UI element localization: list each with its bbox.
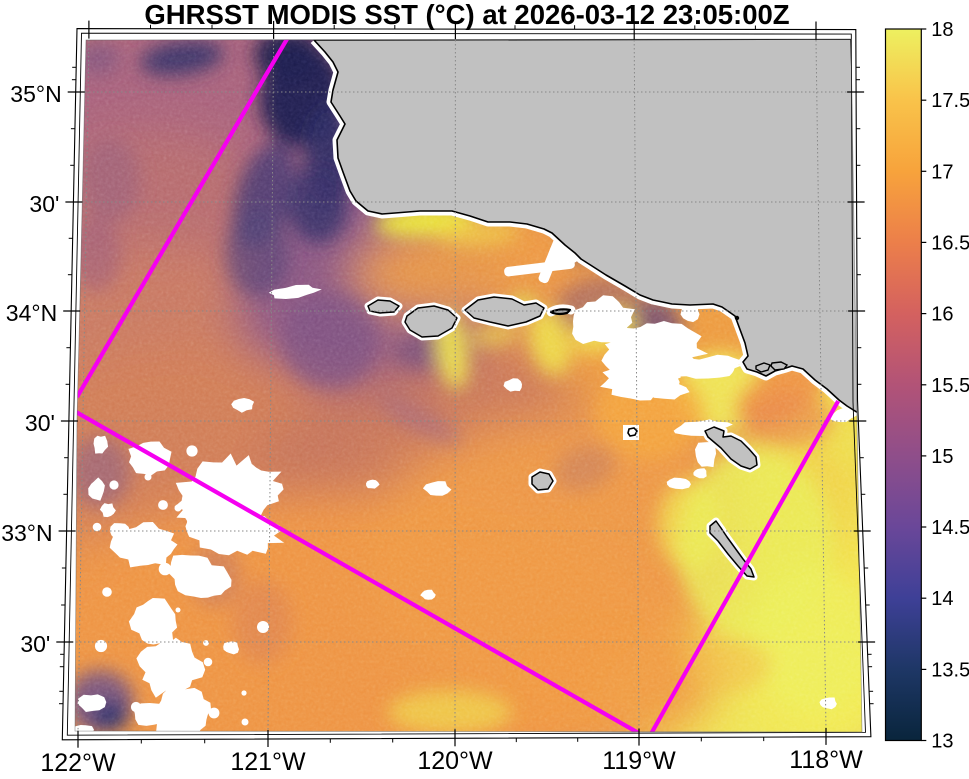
svg-text:13: 13: [931, 731, 953, 753]
svg-text:34°N: 34°N: [6, 300, 57, 326]
svg-text:16: 16: [931, 304, 953, 326]
svg-text:33°N: 33°N: [1, 520, 52, 546]
svg-text:14.5: 14.5: [931, 517, 969, 539]
svg-text:18: 18: [931, 19, 953, 41]
svg-text:35°N: 35°N: [10, 81, 61, 107]
svg-text:122°W: 122°W: [40, 749, 116, 774]
svg-text:118°W: 118°W: [789, 746, 863, 774]
svg-text:121°W: 121°W: [230, 748, 306, 774]
svg-text:17: 17: [931, 161, 953, 183]
svg-text:30': 30': [20, 631, 50, 657]
svg-text:30': 30': [25, 410, 55, 436]
svg-text:GHRSST MODIS SST (°C) at 2026-: GHRSST MODIS SST (°C) at 2026-03-12 23:0…: [144, 0, 789, 30]
svg-text:16.5: 16.5: [931, 232, 969, 254]
svg-text:17.5: 17.5: [931, 90, 969, 112]
svg-text:120°W: 120°W: [417, 747, 493, 774]
svg-text:30': 30': [29, 191, 59, 217]
svg-text:119°W: 119°W: [602, 747, 676, 774]
svg-text:15.5: 15.5: [931, 375, 969, 397]
svg-text:15: 15: [931, 446, 953, 468]
svg-text:14: 14: [931, 588, 953, 610]
svg-text:13.5: 13.5: [931, 659, 969, 681]
